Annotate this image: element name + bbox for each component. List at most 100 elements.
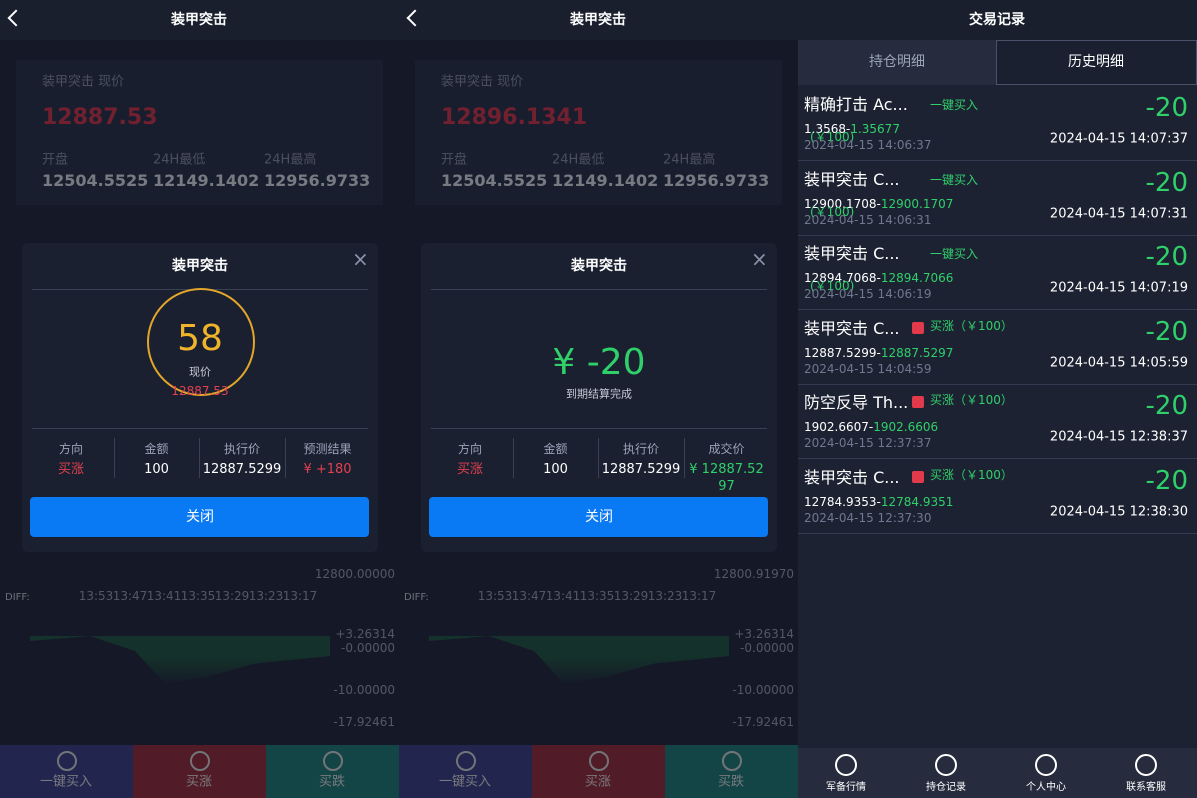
column-value: 买涨 [456, 462, 483, 477]
column-value: 12887.5299 [202, 462, 282, 477]
record-opened: 2024-04-15 14:04:59 [804, 361, 932, 376]
record-row[interactable]: 装甲突击 C... 买涨（￥100） 12784.9353-12784.9351 20… [798, 459, 1197, 534]
result-value: ¥ -20 [552, 342, 646, 383]
record-name: 装甲突击 C... [804, 318, 900, 338]
record-close: 1902.6606 [873, 420, 939, 434]
record-name: 精确打击 Ac... [804, 95, 908, 114]
nav-item[interactable]: 军备行情 [806, 748, 886, 798]
bottom-nav: 军备行情 持仓记录 个人中心 联系客服 [798, 748, 1197, 798]
nav-icon [935, 754, 957, 776]
record-amount: -20 [1145, 391, 1188, 421]
column-label: 预测结果 [303, 442, 352, 456]
record-opened: 2024-04-15 14:06:19 [804, 287, 932, 301]
nav-icon [835, 754, 857, 776]
result-note: 到期结算完成 [566, 387, 632, 401]
record-name: 防空反导 Th... [804, 393, 909, 412]
nav-icon [1035, 754, 1057, 776]
record-row[interactable]: 精确打击 Ac... 一键买入 1.3568-1.35677 (￥100) 2024-0… [798, 86, 1197, 161]
record-open: 12784.9353-12784.9351 [804, 494, 954, 509]
record-tag: 买涨（￥100） [930, 467, 1013, 482]
modal: 装甲突击 × ¥ -20 到期结算完成 方向 买涨 金额 100 执行价 12887.5299 成交… [421, 243, 777, 552]
record-row[interactable]: 装甲突击 C... 一键买入 12900.1708-12900.1707 (￥100)… [798, 161, 1197, 236]
header [798, 0, 1197, 40]
record-close: 12894.7066 [880, 271, 954, 285]
record-row[interactable]: 防空反导 Th... 买涨（￥100） 1902.6607-1902.6606 202… [798, 384, 1197, 459]
column-divider [598, 438, 599, 478]
close-icon[interactable]: × [751, 247, 768, 271]
close-button-label: 关闭 [585, 509, 613, 525]
record-open: 12900.1708-12900.1707 [804, 196, 954, 211]
record-row[interactable]: 装甲突击 C... 一键买入 12894.7068-12894.7066 (￥100)… [798, 235, 1197, 310]
rise-icon [912, 470, 924, 483]
ring-label: 现价 [189, 365, 211, 379]
record-open: 12887.5299-12887.5297 [804, 345, 954, 360]
tab-label: 持仓明细 [869, 54, 925, 70]
divider [32, 428, 368, 429]
column-label: 执行价 [223, 442, 261, 456]
column-label: 成交价 [708, 442, 745, 456]
record-tag: 一键买入 [930, 172, 979, 187]
record-name: 装甲突击 C... [804, 169, 900, 189]
nav-item[interactable]: 联系客服 [1106, 748, 1186, 798]
record-amount: -20 [1145, 167, 1188, 198]
close-icon[interactable]: × [352, 247, 369, 271]
nav-label: 持仓记录 [926, 782, 966, 793]
column-divider [683, 438, 685, 478]
record-close: 12887.5297 [880, 345, 954, 360]
record-tag: 一键买入 [930, 98, 979, 112]
rise-icon [912, 396, 924, 408]
record-closed: 2024-04-15 14:05:59 [1049, 355, 1188, 370]
column-divider [199, 438, 200, 478]
record-amount: -20 [1145, 242, 1188, 272]
column-divider [512, 438, 514, 478]
record-name: 装甲突击 C... [804, 244, 900, 263]
record-row[interactable]: 装甲突击 C... 买涨（￥100） 12887.5299-12887.5297 20… [798, 310, 1197, 385]
header-title: 装甲突击 [570, 12, 626, 28]
record-close: 1.35677 [850, 122, 900, 136]
column-label: 金额 [543, 442, 568, 456]
close-button[interactable]: 关闭 [429, 497, 768, 537]
header-title: 装甲突击 [171, 12, 227, 28]
column-label: 方向 [457, 442, 483, 456]
nav-item[interactable]: 持仓记录 [906, 748, 986, 798]
record-stake: (￥100) [810, 279, 855, 293]
record-stake: (￥100) [810, 204, 855, 219]
record-close: 12784.9351 [880, 494, 954, 509]
column-value: 100 [144, 462, 169, 477]
nav-label: 军备行情 [826, 782, 866, 793]
ring [147, 288, 255, 396]
nav-icon [1135, 754, 1157, 776]
nav-label: 联系客服 [1126, 782, 1166, 793]
record-amount: -20 [1145, 316, 1188, 347]
record-open: 12894.7068-12894.7066 [804, 271, 954, 285]
record-opened: 2024-04-15 14:06:37 [804, 138, 932, 152]
record-opened: 2024-04-15 12:37:37 [804, 436, 932, 450]
header-title: 交易记录 [969, 12, 1025, 28]
column-label: 金额 [144, 442, 169, 456]
modal-title: 装甲突击 [571, 258, 627, 274]
record-amount: -20 [1145, 93, 1188, 123]
record-tag: 一键买入 [930, 247, 979, 261]
column-value: 100 [543, 462, 568, 477]
record-amount: -20 [1145, 465, 1188, 496]
tab[interactable] [798, 40, 996, 85]
record-closed: 2024-04-15 14:07:19 [1049, 280, 1188, 296]
column-value: 12887.5299 [601, 462, 681, 477]
rise-icon [912, 321, 924, 334]
record-opened: 2024-04-15 12:37:30 [804, 510, 932, 525]
nav-item[interactable]: 个人中心 [1006, 748, 1086, 798]
record-closed: 2024-04-15 14:07:31 [1049, 206, 1188, 221]
record-closed: 2024-04-15 14:07:37 [1049, 131, 1188, 147]
record-stake: (￥100) [810, 130, 855, 144]
tab-label: 历史明细 [1068, 54, 1124, 70]
record-name: 装甲突击 C... [804, 467, 900, 487]
record-closed: 2024-04-15 12:38:37 [1049, 429, 1188, 445]
close-button-label: 关闭 [186, 509, 214, 525]
divider [431, 289, 767, 290]
ring-price: 12887.53 [171, 384, 229, 398]
close-button[interactable]: 关闭 [30, 497, 369, 537]
column-divider [284, 438, 286, 478]
header [399, 0, 798, 40]
